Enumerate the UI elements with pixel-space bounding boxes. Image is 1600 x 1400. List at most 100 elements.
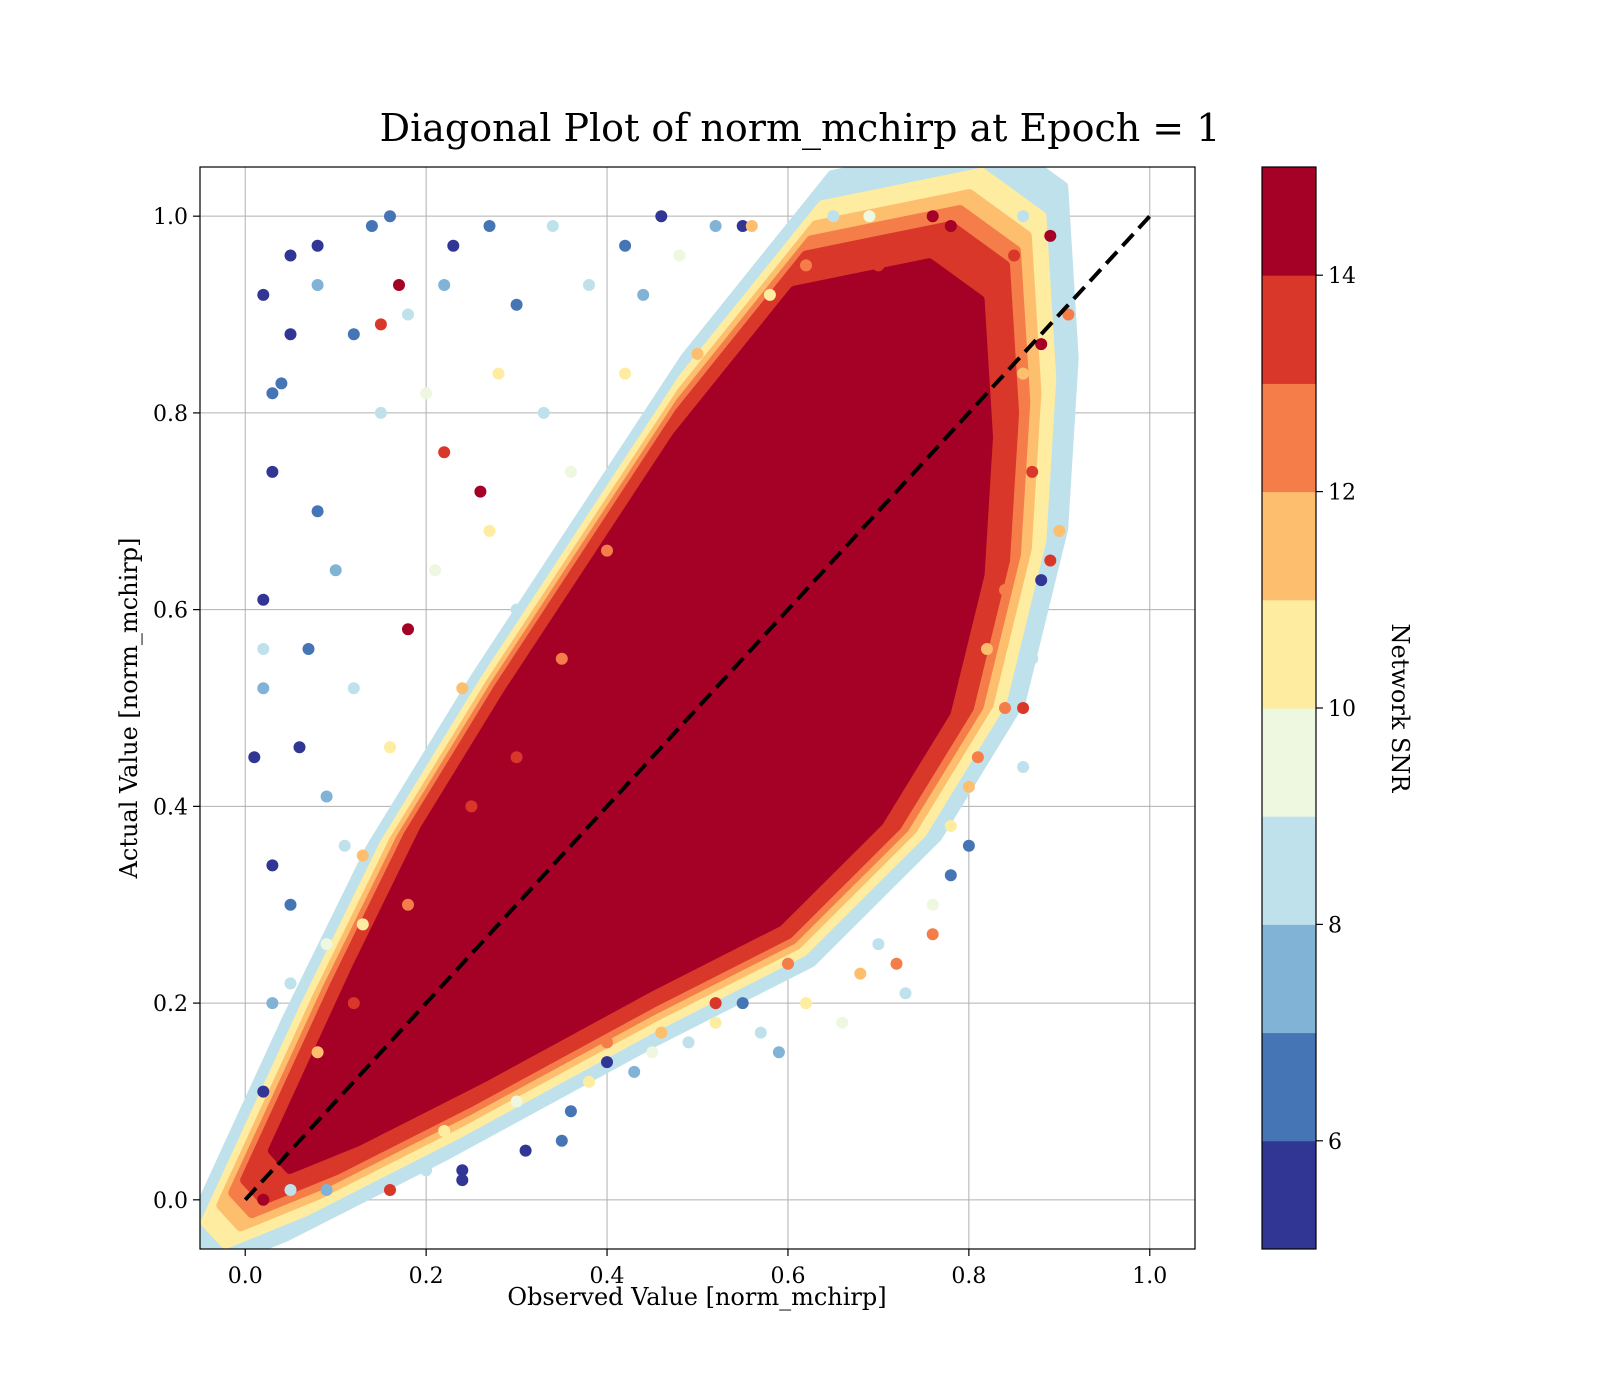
scatter-point xyxy=(438,446,451,459)
y-tick-label: 1.0 xyxy=(153,205,188,230)
scatter-point xyxy=(1053,524,1066,537)
scatter-point xyxy=(1035,574,1048,587)
colorbar-segment xyxy=(1262,491,1316,601)
scatter-point xyxy=(257,643,270,655)
scatter-point xyxy=(384,1184,396,1196)
scatter-point xyxy=(338,839,351,852)
scatter-point xyxy=(601,1056,613,1069)
scatter-point xyxy=(782,957,794,970)
scatter-point xyxy=(302,643,315,655)
scatter-point xyxy=(266,997,279,1010)
colorbar-label: Network SNR xyxy=(1386,624,1414,794)
scatter-point xyxy=(736,997,749,1010)
x-tick-label: 0.6 xyxy=(770,1264,805,1289)
scatter-point xyxy=(284,328,297,341)
chart-title: Diagonal Plot of norm_mchirp at Epoch = … xyxy=(380,106,1221,151)
scatter-point xyxy=(311,1046,324,1059)
colorbar-ticks: 6 8 10 12 14 xyxy=(1316,264,1356,1155)
x-axis-ticks: 0.0 0.2 0.4 0.6 0.8 1.0 xyxy=(228,1249,1167,1289)
scatter-point xyxy=(456,1164,469,1177)
scatter-point xyxy=(1026,465,1039,478)
x-tick-label: 0.8 xyxy=(951,1264,986,1289)
scatter-point xyxy=(971,751,984,764)
colorbar xyxy=(1261,166,1317,1250)
scatter-point xyxy=(402,308,414,321)
scatter-point xyxy=(320,1184,333,1196)
scatter-point xyxy=(311,505,324,518)
scatter-point xyxy=(601,544,613,557)
scatter-point xyxy=(347,997,360,1010)
scatter-point xyxy=(519,1144,532,1157)
scatter-point xyxy=(637,288,650,301)
scatter-point xyxy=(899,987,912,1000)
scatter-point xyxy=(510,751,523,764)
scatter-point xyxy=(555,1134,568,1147)
scatter-point xyxy=(257,682,270,695)
scatter-point xyxy=(1044,554,1057,567)
colorbar-segment xyxy=(1262,275,1316,384)
scatter-point xyxy=(1017,702,1030,714)
scatter-point xyxy=(583,279,595,291)
scatter-point xyxy=(872,938,885,951)
scatter-point xyxy=(384,741,396,754)
y-tick-label: 0.4 xyxy=(153,795,188,820)
scatter-point xyxy=(447,239,460,252)
scatter-points xyxy=(200,167,1079,1249)
scatter-point xyxy=(962,839,975,852)
scatter-point xyxy=(962,780,975,793)
scatter-point xyxy=(619,239,632,252)
scatter-point xyxy=(944,220,957,232)
scatter-point xyxy=(1062,308,1075,321)
x-tick-label: 0.2 xyxy=(409,1264,444,1289)
scatter-point xyxy=(456,1174,469,1187)
scatter-point xyxy=(483,220,496,232)
scatter-point xyxy=(655,210,668,223)
colorbar-tick-label: 14 xyxy=(1328,264,1356,289)
x-axis-label: Observed Value [norm_mchirp] xyxy=(507,1283,886,1311)
scatter-point xyxy=(284,898,297,911)
scatter-point xyxy=(347,682,360,695)
scatter-point xyxy=(583,1075,595,1088)
scatter-point xyxy=(872,259,885,272)
scatter-point xyxy=(628,1065,641,1078)
scatter-point xyxy=(257,288,270,301)
scatter-point xyxy=(320,790,333,803)
colorbar-segment xyxy=(1262,167,1316,276)
scatter-point xyxy=(402,623,414,636)
scatter-point xyxy=(402,898,414,911)
scatter-point xyxy=(836,1016,849,1029)
scatter-point xyxy=(266,387,279,400)
dense-band-layer xyxy=(268,258,993,1174)
scatter-point xyxy=(284,249,297,262)
scatter-point xyxy=(365,220,378,232)
scatter-point xyxy=(456,682,469,695)
colorbar-tick-label: 10 xyxy=(1328,697,1356,722)
diagonal-reference-line xyxy=(243,214,1152,1202)
scatter-point xyxy=(745,220,758,232)
scatter-point xyxy=(474,485,487,498)
scatter-point xyxy=(673,249,686,262)
scatter-point xyxy=(393,279,405,291)
scatter-point xyxy=(1017,761,1030,773)
scatter-point xyxy=(356,849,369,862)
y-tick-label: 0.8 xyxy=(153,402,188,427)
scatter-point xyxy=(257,1085,270,1098)
colorbar-segment xyxy=(1262,708,1316,817)
x-tick-label: 1.0 xyxy=(1132,1264,1167,1289)
scatter-point xyxy=(800,997,812,1010)
scatter-point xyxy=(926,928,939,941)
scatter-point xyxy=(999,584,1011,596)
scatter-point xyxy=(356,918,369,931)
scatter-point xyxy=(981,643,993,655)
scatter-point xyxy=(257,593,270,606)
scatter-point xyxy=(1035,338,1048,351)
scatter-point xyxy=(754,1026,767,1039)
scatter-point xyxy=(772,1046,785,1059)
colorbar-tick-label: 8 xyxy=(1328,913,1342,938)
scatter-point xyxy=(347,328,360,341)
y-axis-ticks: 0.0 0.2 0.4 0.6 0.8 1.0 xyxy=(153,205,200,1214)
scatter-point xyxy=(655,1026,668,1039)
y-tick-label: 0.6 xyxy=(153,599,188,624)
scatter-point xyxy=(492,367,505,380)
